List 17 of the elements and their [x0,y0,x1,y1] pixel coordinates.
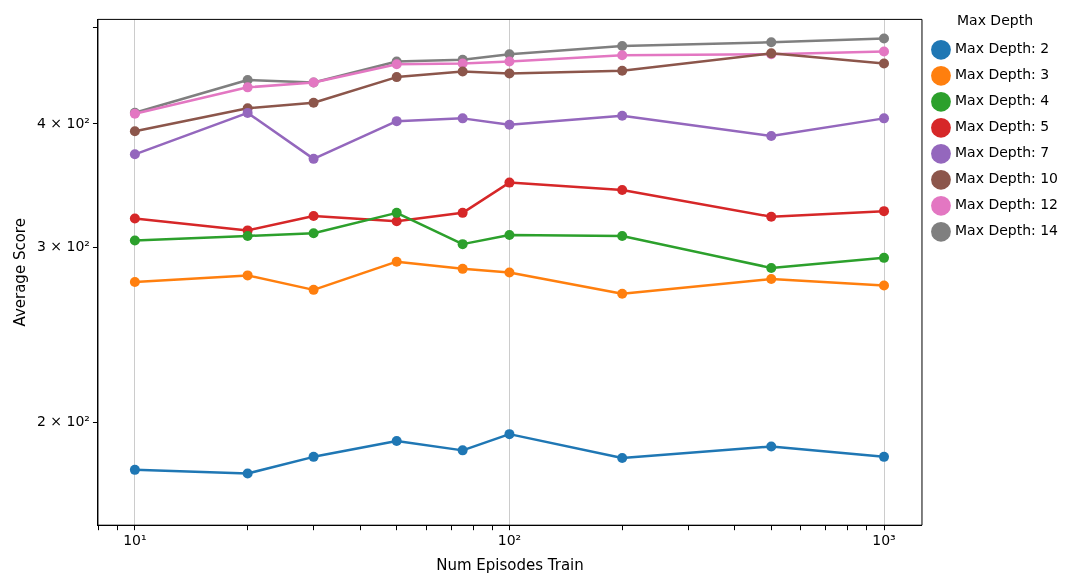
x-axis-title: Num Episodes Train [436,555,584,574]
legend-title: Max Depth [956,11,1034,28]
x-tick-label: 10¹ [123,532,147,549]
y-axis-title: Average Score [10,218,29,327]
legend-label: Max Depth: 3 [954,66,1050,83]
legend-label: Max Depth: 14 [954,222,1059,239]
legend-label: Max Depth: 2 [954,40,1050,57]
y-tick-label: 4 × 10² [37,114,90,131]
legend-label: Max Depth: 4 [954,92,1050,109]
y-tick-label: 3 × 10² [37,238,90,255]
x-tick-label: 10³ [872,532,896,549]
x-tick-label: 10² [497,532,522,549]
legend-label: Max Depth: 10 [954,170,1059,187]
legend-label: Max Depth: 12 [954,196,1059,213]
legend-label: Max Depth: 7 [954,144,1050,161]
y-tick-label: 2 × 10² [37,412,90,429]
legend-label: Max Depth: 5 [954,118,1050,135]
